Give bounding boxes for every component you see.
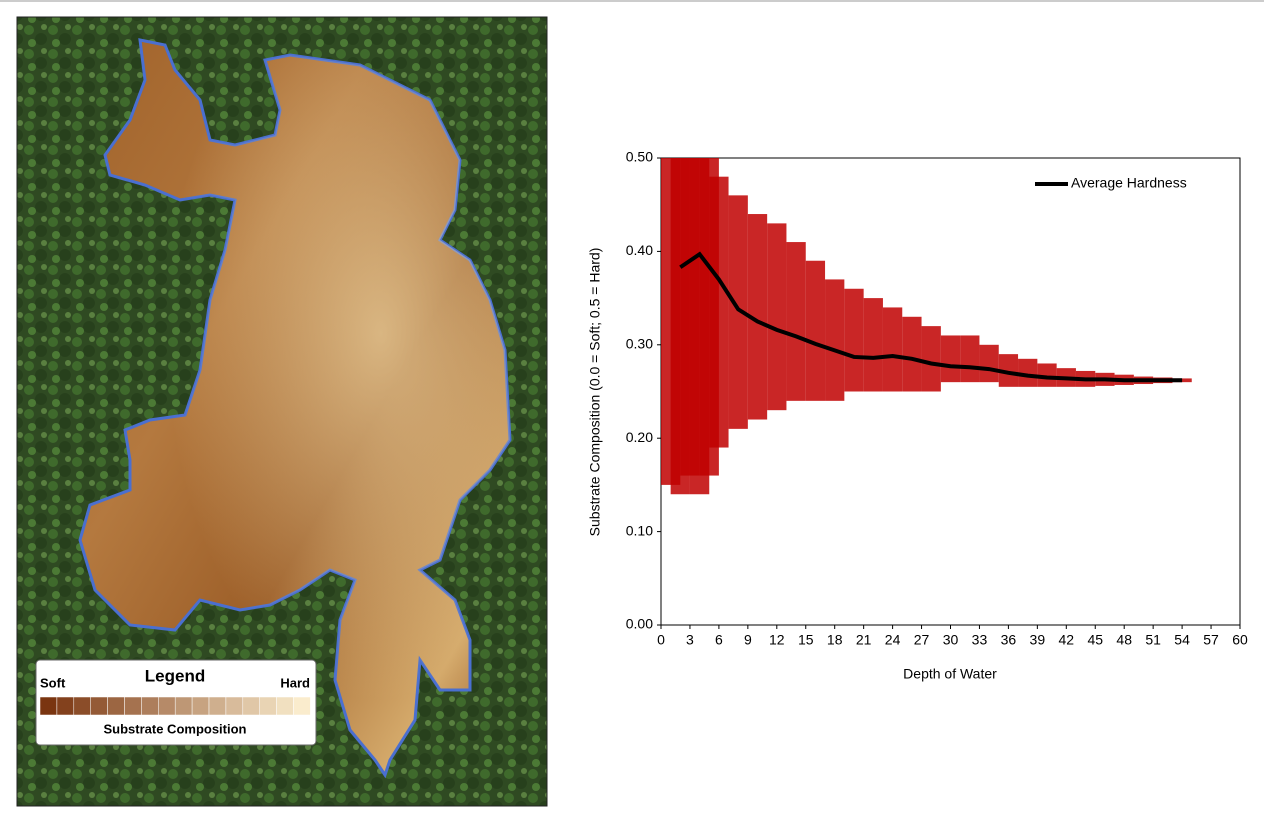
legend-ramp [39, 696, 311, 716]
scatter-range [960, 335, 980, 383]
map: Legend Soft Hard Substrate Composition [16, 16, 548, 807]
scatter-range [998, 354, 1019, 387]
scatter-range [825, 279, 845, 401]
y-tick-label: 0.10 [626, 522, 653, 538]
scatter-range [786, 242, 806, 401]
x-tick-label: 33 [972, 632, 988, 648]
ramp-cell [259, 696, 277, 716]
scatter-range [863, 298, 883, 392]
ramp-cell [174, 696, 193, 716]
legend-low: Soft [40, 675, 66, 690]
x-tick-label: 36 [1001, 632, 1017, 648]
ramp-cell [56, 696, 75, 716]
x-tick-label: 51 [1145, 632, 1161, 648]
legend-caption: Substrate Composition [103, 721, 246, 736]
x-tick-label: 27 [914, 632, 930, 648]
x-axis-label: Depth of Water [903, 666, 997, 682]
scatter-range [747, 214, 768, 420]
scatter-range [921, 326, 941, 392]
y-axis-label: Substrate Composition (0.0 = Soft; 0.5 =… [587, 248, 603, 537]
x-tick-label: 6 [715, 632, 723, 648]
scatter-range [1037, 363, 1057, 387]
scatter-range [728, 195, 748, 429]
scatter-range [940, 335, 961, 383]
scatter-range [979, 344, 999, 383]
scatter-range [805, 260, 826, 401]
ramp-cell [124, 696, 142, 716]
x-tick-label: 57 [1203, 632, 1219, 648]
ramp-cell [191, 696, 210, 716]
x-tick-label: 42 [1059, 632, 1075, 648]
y-tick-label: 0.20 [626, 429, 653, 445]
y-tick-label: 0.40 [626, 242, 653, 258]
x-tick-label: 12 [769, 632, 785, 648]
x-tick-label: 24 [885, 632, 901, 648]
y-tick-label: 0.00 [626, 616, 653, 632]
scatter-range [767, 223, 787, 411]
x-tick-label: 30 [943, 632, 959, 648]
x-tick-label: 39 [1030, 632, 1046, 648]
ramp-cell [90, 696, 108, 716]
x-tick-label: 21 [856, 632, 872, 648]
ramp-cell [39, 696, 58, 716]
ramp-cell [293, 696, 311, 716]
ramp-cell [158, 696, 176, 716]
line [679, 251, 1183, 383]
x-tick-label: 48 [1116, 632, 1132, 648]
scatter-range [882, 307, 903, 392]
ramp-cell [276, 696, 294, 716]
ramp-cell [242, 696, 260, 716]
scatter-range [902, 316, 922, 392]
x-tick-label: 18 [827, 632, 843, 648]
lake-highlight [80, 40, 510, 775]
ramp-cell [73, 696, 91, 716]
scatter-range [1018, 358, 1038, 387]
ramp-cell [107, 696, 125, 716]
y-tick-label: 0.50 [626, 149, 653, 165]
scatter-range [709, 176, 729, 448]
x-tick-label: 9 [744, 632, 752, 648]
y-tick-label: 0.30 [626, 336, 653, 352]
ramp-cell [208, 696, 227, 716]
x-tick-label: 45 [1087, 632, 1103, 648]
ramp-cell [141, 696, 159, 716]
x-tick-label: 0 [657, 632, 665, 648]
x-tick-label: 54 [1174, 632, 1190, 648]
legend-title: Legend [145, 666, 205, 685]
ramp-cell [225, 696, 244, 716]
x-tick-label: 3 [686, 632, 694, 648]
x-tick-label: 60 [1232, 632, 1248, 648]
legend-high: Hard [280, 675, 310, 690]
x-tick-label: 15 [798, 632, 814, 648]
scatter-range [844, 288, 864, 392]
legend-label: Average Hardness [1071, 175, 1187, 191]
